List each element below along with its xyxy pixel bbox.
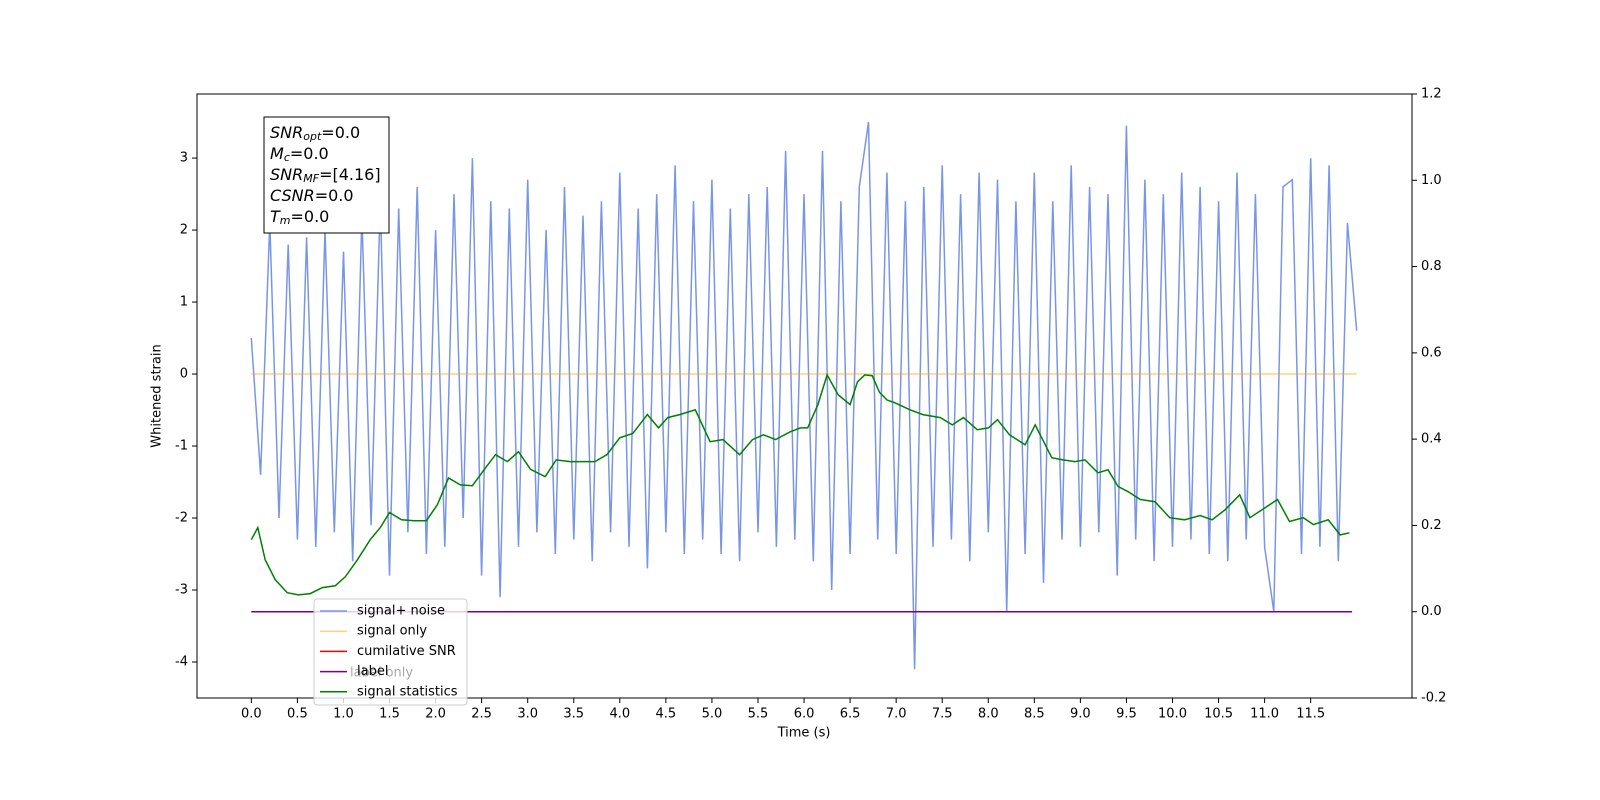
subscript: c <box>284 151 290 164</box>
x-tick-label: 4.0 <box>609 707 630 722</box>
legend-label: cumilative SNR <box>357 644 456 659</box>
x-tick-label: 1.5 <box>379 707 400 722</box>
y-tick-label: -1 <box>175 439 188 454</box>
x-tick-label: 8.5 <box>1024 707 1045 722</box>
y2-tick-label: 0.6 <box>1421 345 1442 360</box>
x-tick-label: 3.5 <box>563 707 584 722</box>
legend-label: signal+ noise <box>357 604 445 619</box>
y2-tick-label: 0.4 <box>1421 432 1442 447</box>
annotation-line: Tm=0.0 <box>270 207 329 228</box>
subscript: opt <box>303 130 322 143</box>
annotation-box: SNRopt=0.0Mc=0.0SNRMF=[4.16]CSNR=0.0Tm=0… <box>263 116 390 234</box>
y-tick-label: -3 <box>175 583 188 598</box>
value-text: =0.0 <box>315 186 354 205</box>
y-tick-label: 3 <box>180 151 188 166</box>
legend-label: label <box>357 664 388 679</box>
series-line <box>250 121 1358 670</box>
x-tick-label: 4.5 <box>656 707 677 722</box>
x-tick-label: 1.0 <box>333 707 354 722</box>
x-tick-label: 9.0 <box>1070 707 1091 722</box>
y-tick-label: 1 <box>180 295 188 310</box>
symbol: M <box>270 144 284 163</box>
x-tick-label: 10.0 <box>1158 707 1187 722</box>
symbol: SNR <box>270 165 303 184</box>
x-tick-label: 2.5 <box>471 707 492 722</box>
y2-tick-label: 0.0 <box>1421 604 1442 619</box>
value-text: =0.0 <box>291 207 330 226</box>
annotation-line: SNRMF=[4.16] <box>270 165 381 186</box>
y-tick-label: 0 <box>180 367 188 382</box>
legend-frame <box>313 598 468 706</box>
x-tick-label: 9.5 <box>1116 707 1137 722</box>
annotation-line: Mc=0.0 <box>270 144 329 165</box>
annotation-frame <box>263 116 390 234</box>
subscript: m <box>280 214 291 227</box>
y2-tick-label: 0.8 <box>1421 259 1442 274</box>
y2-tick-label: 0.2 <box>1421 518 1442 533</box>
x-tick-label: 0.0 <box>241 707 262 722</box>
subscript: MF <box>303 172 319 185</box>
legend-label-ghost: label only <box>350 666 413 681</box>
x-tick-label: 5.0 <box>702 707 723 722</box>
x-tick-label: 6.5 <box>840 707 861 722</box>
x-axis-label: Time (s) <box>777 726 831 741</box>
x-tick-label: 5.5 <box>748 707 769 722</box>
y-axis-label: Whitened strain <box>150 344 165 447</box>
series-line <box>250 373 1350 596</box>
legend-label: signal statistics <box>357 684 458 699</box>
x-tick-label: 7.5 <box>932 707 953 722</box>
y-tick-label: -2 <box>175 511 188 526</box>
x-tick-label: 10.5 <box>1204 707 1233 722</box>
x-tick-label: 7.0 <box>886 707 907 722</box>
y2-tick-label: 1.2 <box>1421 87 1442 102</box>
symbol: SNR <box>270 123 303 142</box>
value-text: =[4.16] <box>319 165 381 184</box>
x-tick-label: 2.0 <box>425 707 446 722</box>
x-tick-label: 8.0 <box>978 707 999 722</box>
x-tick-label: 3.0 <box>517 707 538 722</box>
symbol: CSNR <box>270 186 315 205</box>
x-tick-label: 11.0 <box>1250 707 1279 722</box>
value-text: =0.0 <box>290 144 329 163</box>
value-text: =0.0 <box>321 123 360 142</box>
legend: signal+ noise signal only cumilative SNR la… <box>313 598 468 706</box>
x-tick-label: 11.5 <box>1296 707 1325 722</box>
annotation-line: CSNR=0.0 <box>270 186 354 205</box>
y-tick-label: -4 <box>175 655 188 670</box>
y-tick-label: 2 <box>180 223 188 238</box>
y2-tick-label: -0.2 <box>1421 691 1446 706</box>
annotation-line: SNRopt=0.0 <box>270 123 360 144</box>
y2-tick-label: 1.0 <box>1421 173 1442 188</box>
legend-label: signal only <box>357 624 427 639</box>
symbol: T <box>270 207 281 226</box>
x-tick-label: 0.5 <box>287 707 308 722</box>
x-tick-label: 6.0 <box>794 707 815 722</box>
